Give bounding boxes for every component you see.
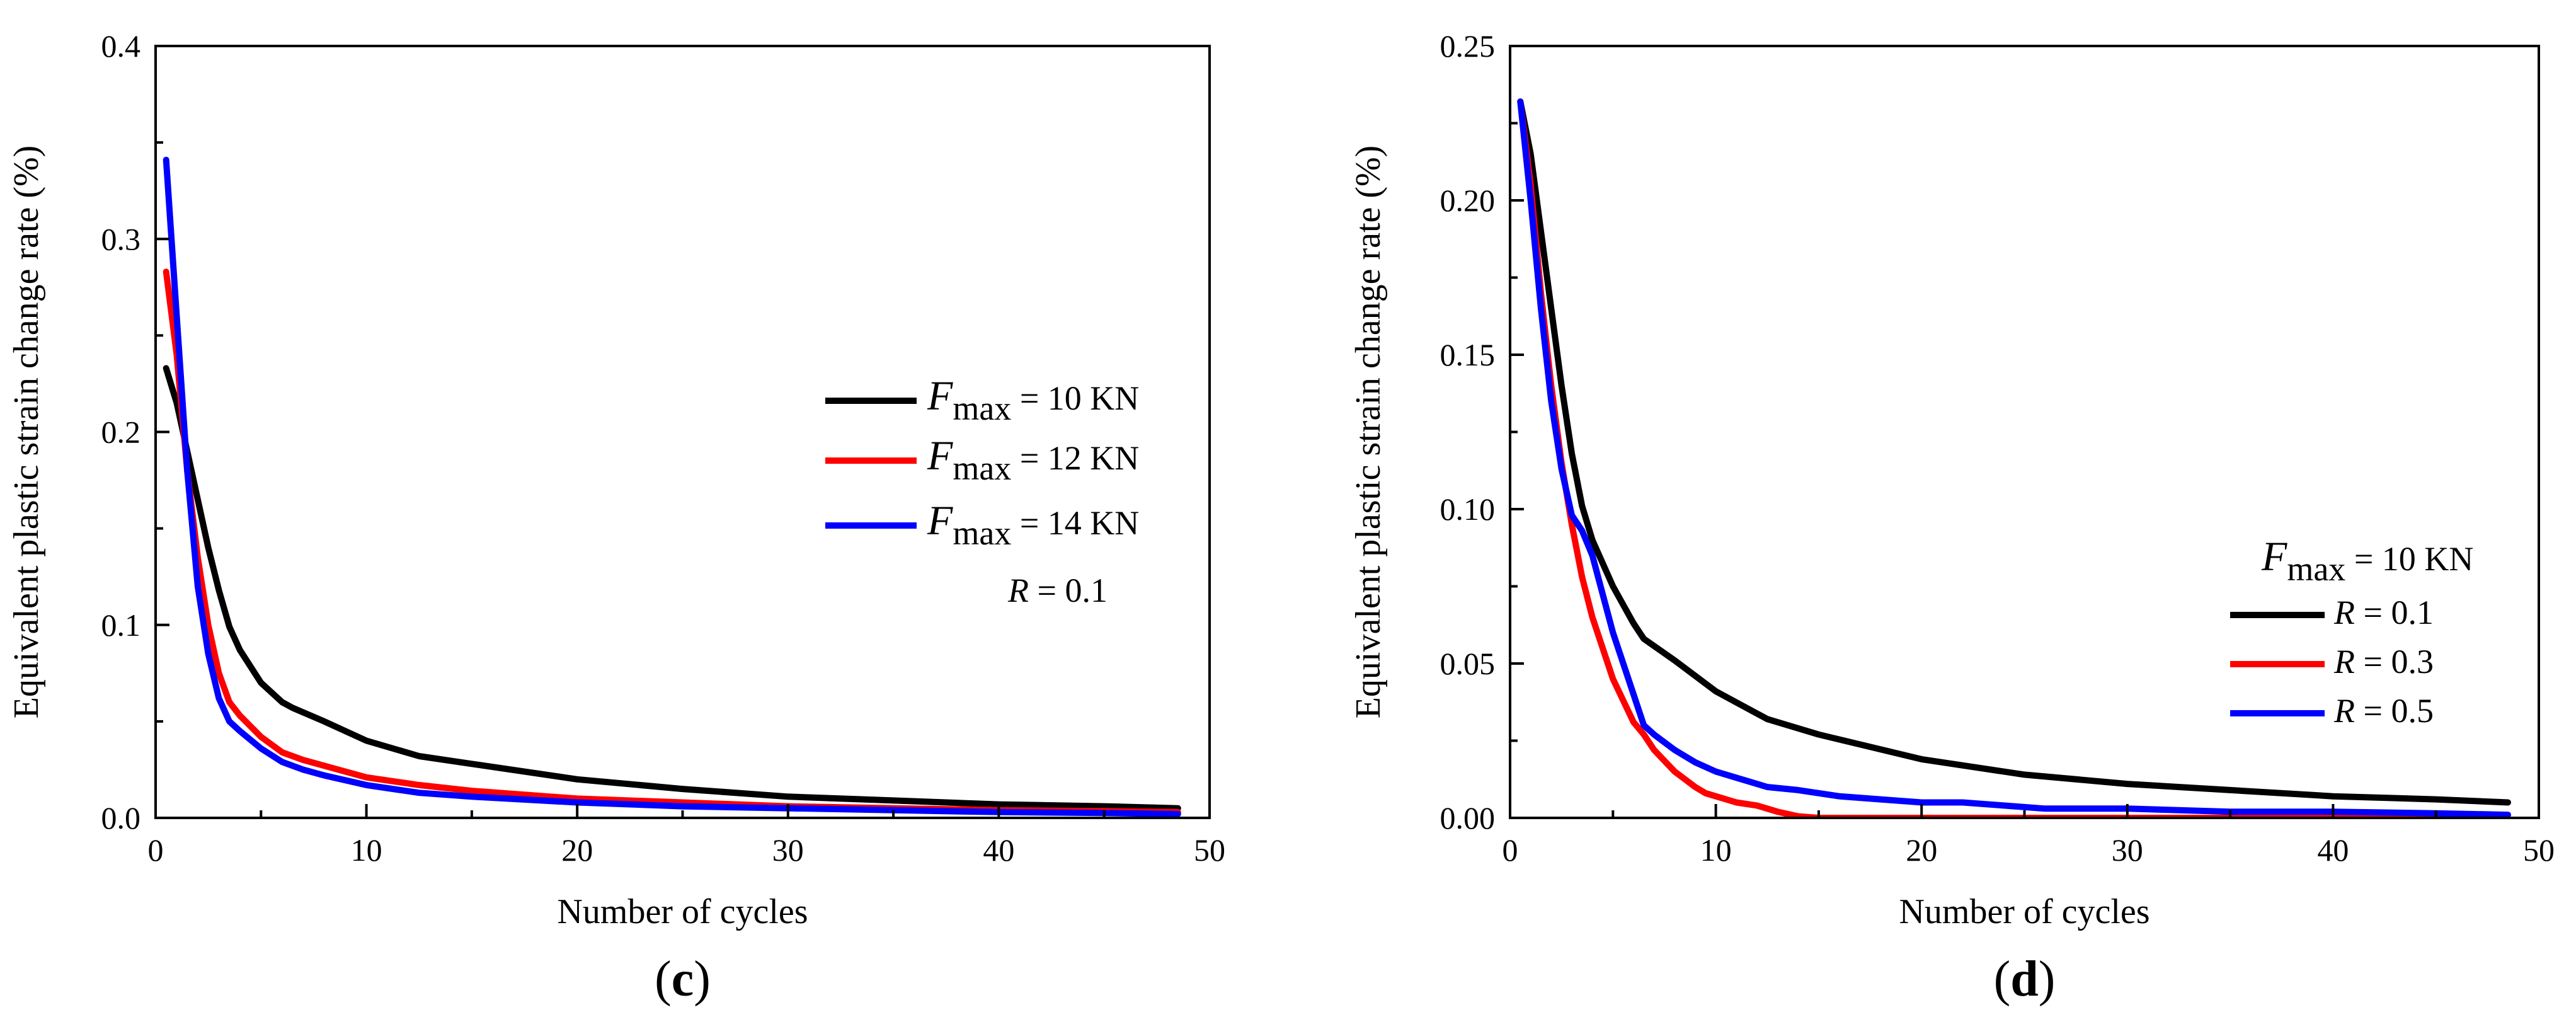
x-tick-label: 30 <box>772 832 804 868</box>
legend-label-2: R = 0.3 <box>2333 643 2434 681</box>
x-tick-label: 20 <box>1906 832 1937 868</box>
y-tick-label: 0.00 <box>1440 800 1496 836</box>
x-axis-title: Number of cycles <box>1899 892 2150 931</box>
x-tick-label: 10 <box>1700 832 1732 868</box>
x-tick-label: 30 <box>2112 832 2143 868</box>
x-axis-title: Number of cycles <box>557 892 808 931</box>
legend-label-3: R = 0.5 <box>2333 692 2434 730</box>
panel-label: (c) <box>655 951 711 1007</box>
x-tick-label: 20 <box>561 832 593 868</box>
series-line-3 <box>1517 98 2511 818</box>
legend-title: Fmax = 10 KN <box>2261 534 2473 588</box>
x-tick-label: 50 <box>1194 832 1225 868</box>
y-tick-label: 0.15 <box>1440 337 1496 372</box>
panel-d: 0 10 20 30 40 50 0.00 0.05 0.10 0.15 0.20 0.25 Numbe… <box>1349 28 2555 1007</box>
legend-label-3: Fmax = 14 KN <box>927 498 1139 552</box>
y-tick-label: 0.05 <box>1440 646 1496 681</box>
series-line-1 <box>163 365 1181 812</box>
x-tick-label: 40 <box>983 832 1014 868</box>
legend-label-2: Fmax = 12 KN <box>927 433 1139 487</box>
y-tick-label: 0.4 <box>101 28 141 64</box>
x-tick-label: 0 <box>1503 832 1518 868</box>
y-tick-label: 0.10 <box>1440 491 1496 527</box>
series-line-1 <box>1517 98 2511 806</box>
panel-label: (d) <box>1994 951 2056 1007</box>
x-tick-label: 0 <box>148 832 164 868</box>
legend-note: R = 0.1 <box>1007 572 1108 609</box>
y-axis-title: Equivalent plastic strain change rate (%… <box>7 146 46 719</box>
y-tick-label: 0.3 <box>101 221 141 256</box>
y-tick-label: 0.2 <box>101 415 141 450</box>
legend: Fmax = 10 KN Fmax = 12 KN Fmax = 14 KN R = … <box>825 373 1139 609</box>
y-axis-title: Equivalent plastic strain change rate (%… <box>1349 146 1388 719</box>
x-tick-label: 10 <box>351 832 382 868</box>
panel-c: 0 10 20 30 40 50 0.0 0.1 0.2 0.3 0.4 Number of cycl… <box>7 28 1225 1007</box>
y-tick-label: 0.25 <box>1440 28 1496 64</box>
x-tick-label: 40 <box>2317 832 2349 868</box>
legend-label-1: Fmax = 10 KN <box>927 373 1139 427</box>
series-line-3 <box>163 156 1181 817</box>
y-tick-label: 0.20 <box>1440 183 1496 218</box>
y-tick-label: 0.0 <box>101 800 141 836</box>
x-tick-label: 50 <box>2523 832 2555 868</box>
legend-label-1: R = 0.1 <box>2333 594 2434 631</box>
legend: Fmax = 10 KN R = 0.1 R = 0.3 R = 0.5 <box>2230 534 2473 730</box>
y-tick-label: 0.1 <box>101 607 141 643</box>
